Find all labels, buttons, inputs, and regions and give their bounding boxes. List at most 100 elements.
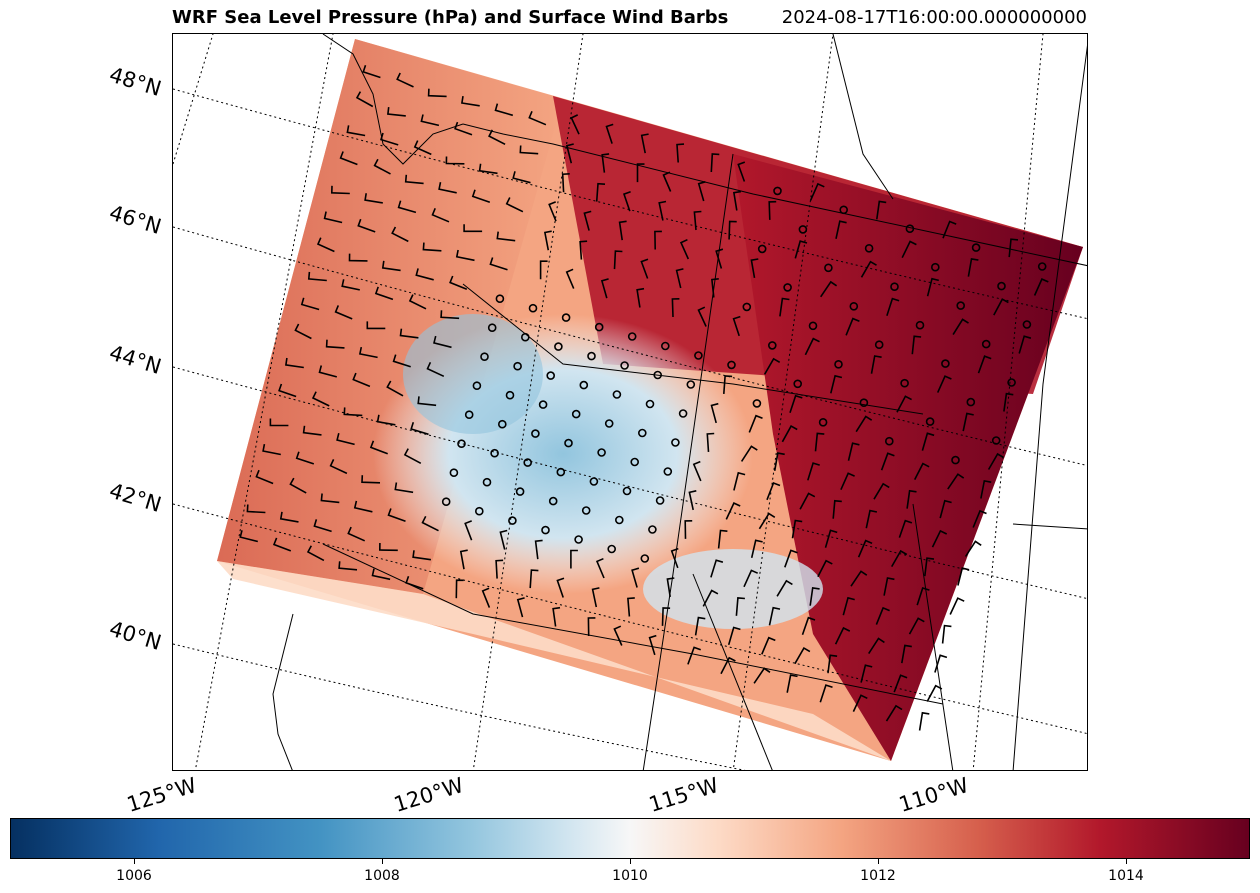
calm-wind-circle (561, 313, 571, 322)
calm-wind-circle (997, 281, 1006, 291)
wind-barb (381, 260, 401, 272)
wind-barb (529, 569, 539, 589)
wind-barb (622, 191, 631, 212)
wind-barb (618, 220, 627, 241)
wind-barb (781, 425, 798, 443)
wind-barb (728, 220, 737, 240)
wind-barb (471, 189, 491, 204)
wind-barb (901, 644, 912, 664)
calm-wind-circle (925, 417, 935, 426)
wind-barb (906, 489, 917, 509)
calm-wind-circle (671, 438, 680, 447)
wind-barb (516, 597, 525, 618)
wind-barb (801, 616, 816, 635)
wind-barb (694, 616, 706, 636)
wind-barb (496, 231, 516, 242)
wind-barb (512, 171, 531, 184)
calm-wind-circle (612, 390, 622, 399)
calm-wind-circle (1022, 320, 1032, 329)
calm-wind-circle (767, 341, 777, 350)
calm-wind-circle (587, 351, 596, 361)
calm-wind-circle (597, 448, 606, 457)
wind-barb (784, 549, 798, 568)
wind-barb (338, 561, 358, 571)
wind-barb (670, 547, 679, 569)
wind-barb (289, 477, 307, 494)
graticule (173, 34, 1087, 770)
wind-barb (852, 694, 868, 712)
wind-barb (684, 520, 693, 539)
wind-barb (926, 277, 939, 297)
wind-barb (336, 433, 355, 446)
wind-barb (552, 606, 561, 627)
borders (272, 34, 1087, 770)
wind-barb (595, 182, 606, 202)
wind-barb (723, 375, 733, 394)
wind-barb (405, 575, 424, 590)
calm-wind-circle (541, 525, 550, 535)
wind-barb (779, 297, 790, 317)
wind-barb (355, 91, 374, 108)
wind-barb (880, 452, 895, 471)
calm-wind-circle (678, 409, 688, 418)
wind-barb (1003, 392, 1014, 412)
wind-barb (957, 567, 970, 586)
wind-barb (605, 123, 614, 144)
calm-wind-circle (607, 544, 617, 554)
wind-barb (394, 482, 414, 494)
wind-barb (279, 511, 299, 523)
wind-barb (717, 529, 728, 549)
wind-barb (711, 278, 719, 298)
wind-barb (942, 220, 957, 239)
wind-barb (627, 597, 635, 617)
wind-barb (807, 462, 820, 481)
wind-barb (693, 210, 702, 231)
calm-wind-circle (637, 428, 647, 438)
wind-barb (601, 153, 610, 173)
calm-wind-circle (620, 361, 629, 370)
wind-barb (595, 557, 605, 579)
wind-barb (799, 492, 816, 510)
wind-barb (330, 185, 350, 195)
colorbar-tick-label: 1012 (860, 868, 896, 884)
wind-barb (420, 114, 440, 127)
calm-wind-circle (834, 359, 843, 369)
wind-barb (561, 173, 570, 193)
wind-barb (939, 499, 952, 519)
wind-barb (768, 606, 781, 626)
wind-barb (870, 355, 882, 374)
wind-barb (924, 557, 935, 577)
wind-barb (318, 365, 338, 378)
wind-barb (732, 190, 742, 211)
wind-barb (302, 425, 322, 436)
wind-barb (636, 163, 645, 183)
colorbar-tick-mark (878, 859, 879, 864)
wind-barb (417, 396, 437, 407)
wind-barb (455, 249, 475, 262)
calm-wind-circle (971, 243, 981, 252)
wind-barb (761, 636, 776, 655)
wind-barb (687, 646, 701, 665)
wind-barb (732, 315, 741, 337)
wind-barb (1018, 335, 1032, 354)
wind-barb (671, 298, 680, 318)
calm-wind-circle (571, 409, 581, 419)
calm-wind-circle (487, 323, 497, 333)
wind-barb (702, 589, 719, 607)
wind-barb (947, 473, 965, 490)
calm-wind-circle (930, 262, 940, 272)
calm-wind-circle (515, 487, 525, 496)
wind-barb (404, 174, 424, 185)
wind-barb (433, 335, 452, 349)
wind-barb (427, 88, 447, 98)
wind-barb (431, 207, 450, 223)
wind-barb (325, 339, 345, 349)
wind-barb (768, 200, 777, 220)
wind-barb (387, 508, 406, 523)
lat-label-46n: 46°N (106, 200, 165, 239)
wind-barb (855, 415, 873, 433)
wind-barb (376, 414, 396, 426)
wind-barb (534, 539, 543, 560)
wind-barb (387, 107, 406, 117)
wind-barb (361, 475, 381, 484)
